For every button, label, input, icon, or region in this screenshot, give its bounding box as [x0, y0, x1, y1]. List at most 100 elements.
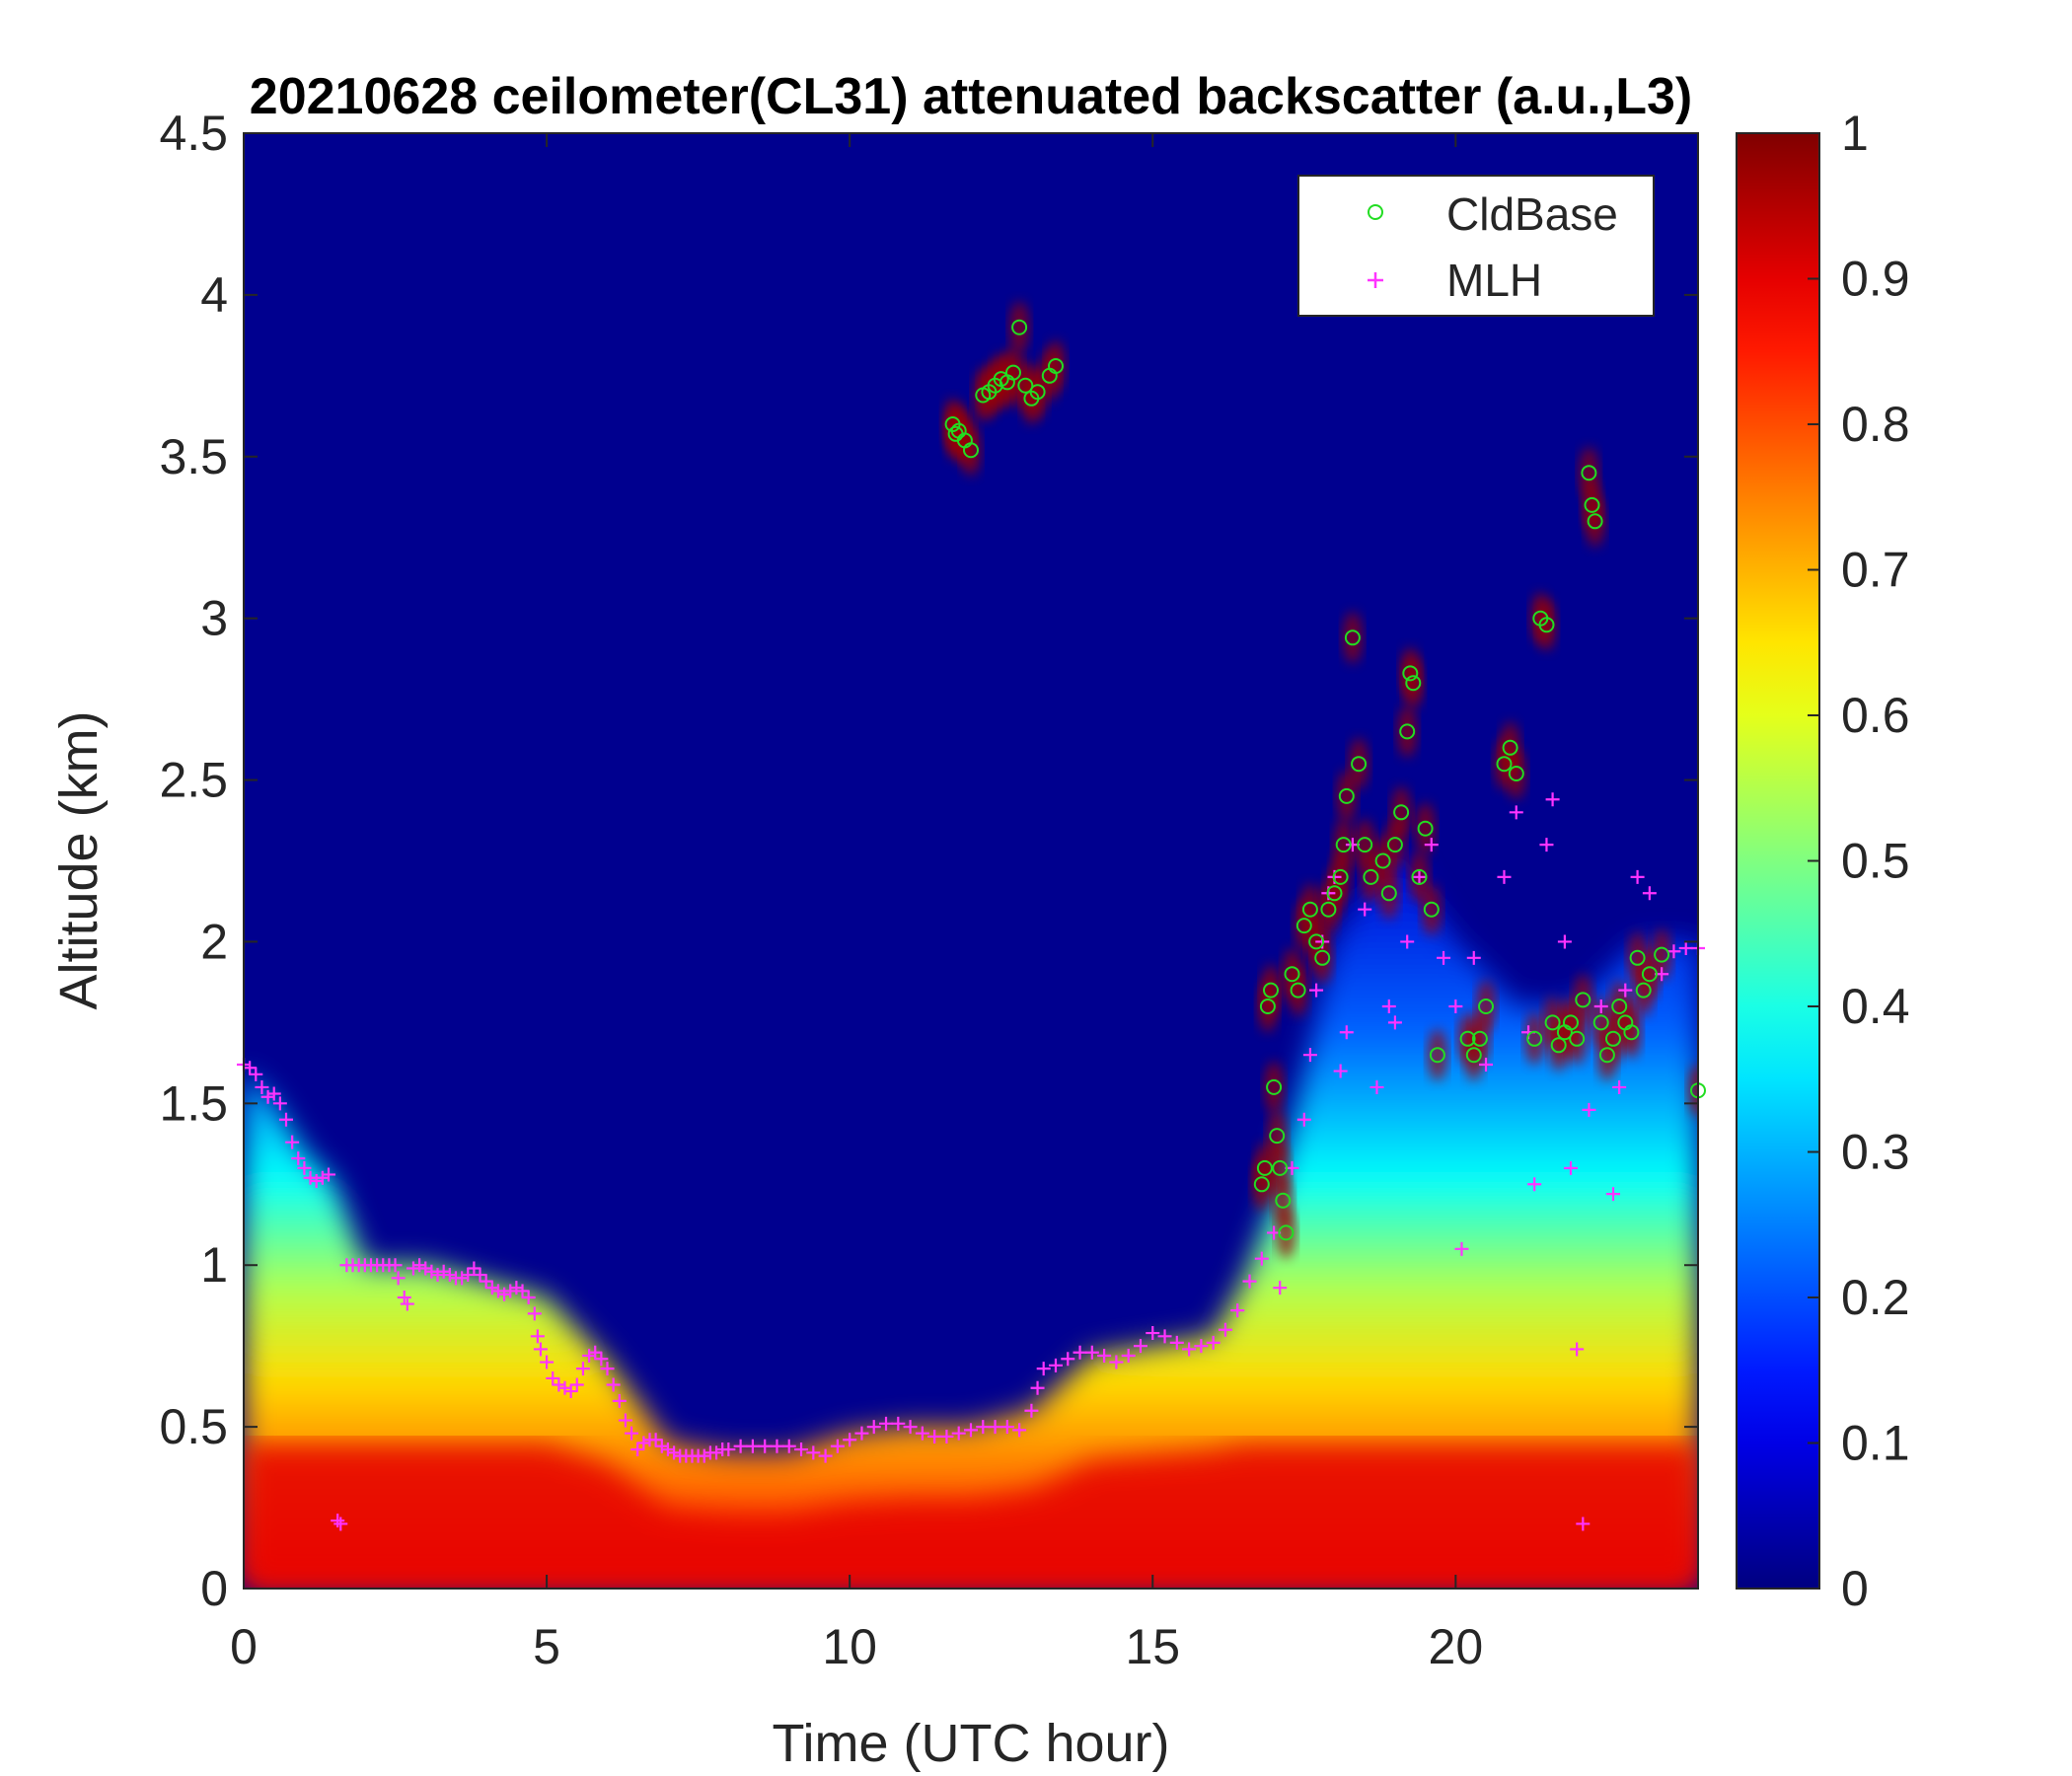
y-tick-label: 0: [200, 1561, 228, 1616]
mlh-point: [1030, 1380, 1045, 1395]
mlh-point: [806, 1445, 821, 1460]
cloud-patch: [1585, 495, 1605, 548]
mlh-point: [1012, 1423, 1027, 1438]
cloud-patch: [1312, 931, 1333, 984]
legend: CldBase MLH: [1297, 175, 1655, 317]
cldbase-point: [1459, 1030, 1476, 1047]
mlh-point: [575, 1362, 590, 1376]
mlh-point: [1545, 792, 1560, 807]
mlh-point: [515, 1284, 530, 1298]
mlh-point: [1358, 902, 1372, 917]
legend-cldbase-marker: [1368, 204, 1383, 220]
cldbase-series: [944, 319, 1706, 1241]
mlh-point: [1582, 1102, 1596, 1117]
mlh-point: [667, 1445, 682, 1460]
cloud-patch: [1524, 1012, 1545, 1065]
mlh-point: [272, 1096, 287, 1111]
mlh-point: [527, 1306, 542, 1321]
cloud-patch: [1403, 657, 1424, 709]
mlh-point: [964, 1423, 978, 1438]
legend-mlh-label: MLH: [1446, 255, 1542, 306]
cldbase-point: [1386, 837, 1403, 853]
chart-title: 20210628 ceilometer(CL31) attenuated bac…: [250, 68, 1692, 125]
cldbase-point: [1423, 901, 1440, 918]
x-tick-label: 15: [1125, 1619, 1180, 1674]
cldbase-point: [1629, 949, 1646, 966]
cloud-patch: [1397, 705, 1418, 758]
colorbar-gradient: [1736, 132, 1820, 1590]
mlh-point: [406, 1261, 420, 1276]
cldbase-point: [1526, 1030, 1543, 1047]
mlh-point: [843, 1433, 857, 1447]
mlh-point: [951, 1426, 966, 1441]
mlh-point: [915, 1426, 929, 1441]
cldbase-point: [1326, 885, 1343, 902]
mlh-point: [1230, 1303, 1245, 1318]
mlh-point: [388, 1258, 403, 1273]
mlh-point: [260, 1089, 275, 1104]
cloud-patch: [1652, 928, 1672, 981]
y-tick-label: 1.5: [159, 1075, 228, 1131]
cldbase-point: [1005, 364, 1021, 381]
colorbar-tick-label: 0.4: [1841, 979, 1910, 1034]
colorbar-tick-label: 1: [1841, 106, 1869, 161]
y-tick-label: 2: [200, 914, 228, 969]
mlh-point: [721, 1443, 736, 1457]
mlh-point: [1630, 869, 1645, 884]
colorbar-tick-label: 0: [1841, 1561, 1869, 1616]
mlh-point: [1254, 1251, 1269, 1266]
mlh-point: [1466, 950, 1481, 965]
mlh-point: [418, 1261, 433, 1276]
cloud-patch: [1349, 738, 1369, 790]
mlh-point: [1146, 1326, 1160, 1341]
cldbase-point: [1338, 787, 1355, 804]
mlh-point: [569, 1377, 584, 1392]
mlh-point: [278, 1112, 293, 1127]
mlh-point: [1570, 1342, 1585, 1357]
x-tick-label: 10: [822, 1619, 877, 1674]
cldbase-point: [1405, 675, 1422, 692]
mlh-point: [606, 1377, 621, 1392]
mlh-point: [939, 1429, 954, 1443]
mlh-point: [1121, 1349, 1136, 1363]
cloud-patch: [1046, 340, 1066, 392]
cldbase-point: [1253, 1176, 1270, 1193]
cloud-patch: [1333, 819, 1354, 871]
mlh-point: [397, 1291, 411, 1304]
mlh-point: [1273, 1281, 1288, 1295]
mlh-point: [879, 1416, 894, 1431]
cloud-patch: [1254, 1142, 1275, 1194]
mlh-point: [1618, 983, 1633, 998]
cldbase-point: [1411, 868, 1428, 885]
cldbase-point: [1581, 465, 1597, 481]
cldbase-point: [1654, 946, 1670, 963]
mlh-point: [563, 1384, 578, 1399]
mlh-point: [1206, 1335, 1221, 1350]
mlh-point: [490, 1284, 505, 1298]
mlh-point: [1339, 1025, 1354, 1040]
mlh-point: [794, 1443, 809, 1457]
mlh-point: [758, 1439, 773, 1453]
cldbase-point: [1029, 384, 1046, 401]
cldbase-point: [1587, 513, 1603, 530]
mlh-point: [830, 1439, 845, 1453]
cloud-patch: [1391, 786, 1412, 839]
cldbase-point: [1284, 966, 1300, 983]
cldbase-point: [1314, 949, 1331, 966]
mlh-point: [1606, 1187, 1621, 1202]
cldbase-point: [1256, 1159, 1273, 1176]
mlh-point: [1133, 1339, 1147, 1354]
cloud-patch: [1342, 612, 1363, 664]
cldbase-point: [1502, 739, 1518, 756]
mlh-point: [1109, 1355, 1124, 1369]
cldbase-point: [1357, 837, 1373, 853]
cloud-patch: [1621, 1006, 1642, 1059]
mlh-point: [636, 1436, 651, 1450]
y-tick-label: 4.5: [159, 106, 228, 161]
mlh-point: [533, 1342, 548, 1357]
plot-area: [244, 133, 1698, 1589]
cldbase-point: [1544, 1014, 1561, 1031]
x-axis-label: Time (UTC hour): [772, 1714, 1169, 1773]
cldbase-point: [1344, 629, 1361, 646]
mlh-point: [625, 1426, 639, 1441]
